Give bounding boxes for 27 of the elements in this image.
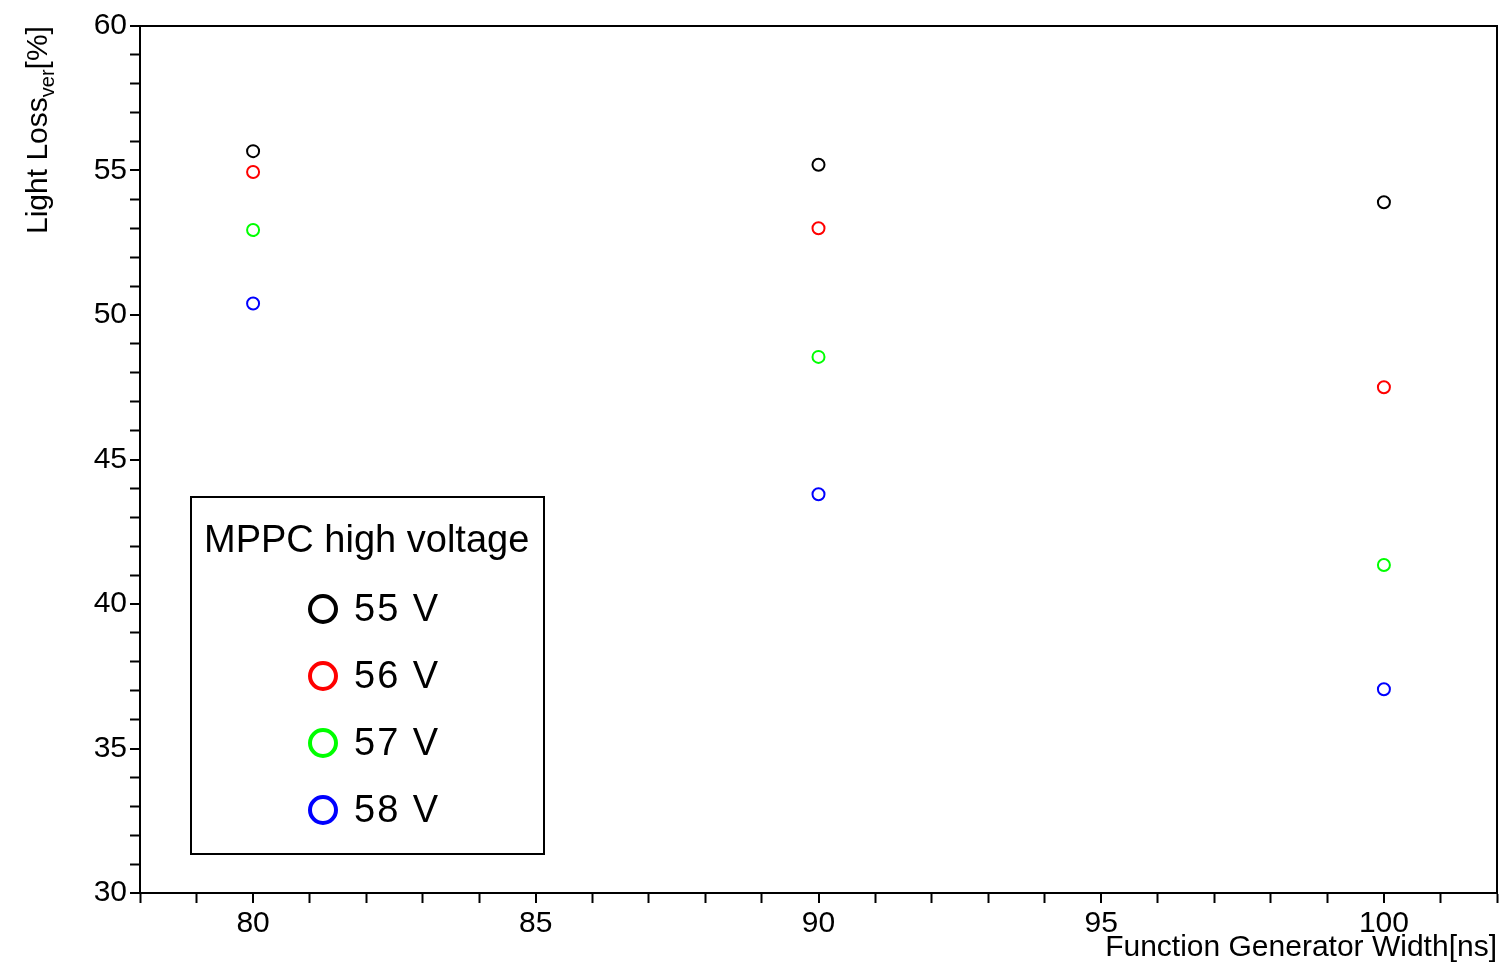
point (811, 221, 826, 236)
point (811, 157, 826, 172)
point (1376, 557, 1391, 572)
y-tick-label: 55 (93, 151, 127, 185)
legend-label: 57 V (354, 721, 441, 764)
legend-title: MPPC high voltage (204, 518, 530, 561)
point (246, 164, 261, 179)
point (1376, 682, 1391, 697)
point (811, 487, 826, 502)
point (246, 144, 261, 159)
point (246, 296, 261, 311)
y-tick-label: 40 (93, 585, 127, 619)
y-tick-label: 45 (93, 440, 127, 474)
x-tick-label: 90 (801, 905, 836, 939)
y-tick-label: 30 (93, 874, 127, 908)
legend-label: 56 V (354, 654, 441, 697)
legend-label: 55 V (354, 587, 441, 630)
x-tick-label: 85 (519, 905, 553, 939)
y-tick-label: 60 (93, 7, 127, 41)
point (1376, 195, 1391, 210)
point (811, 349, 826, 364)
legend-label: 58 V (354, 788, 441, 831)
x-tick-label: 80 (236, 905, 270, 939)
y-tick-label: 50 (93, 296, 127, 330)
point (1376, 380, 1391, 395)
point (246, 223, 261, 238)
y-tick-label: 35 (93, 729, 127, 763)
